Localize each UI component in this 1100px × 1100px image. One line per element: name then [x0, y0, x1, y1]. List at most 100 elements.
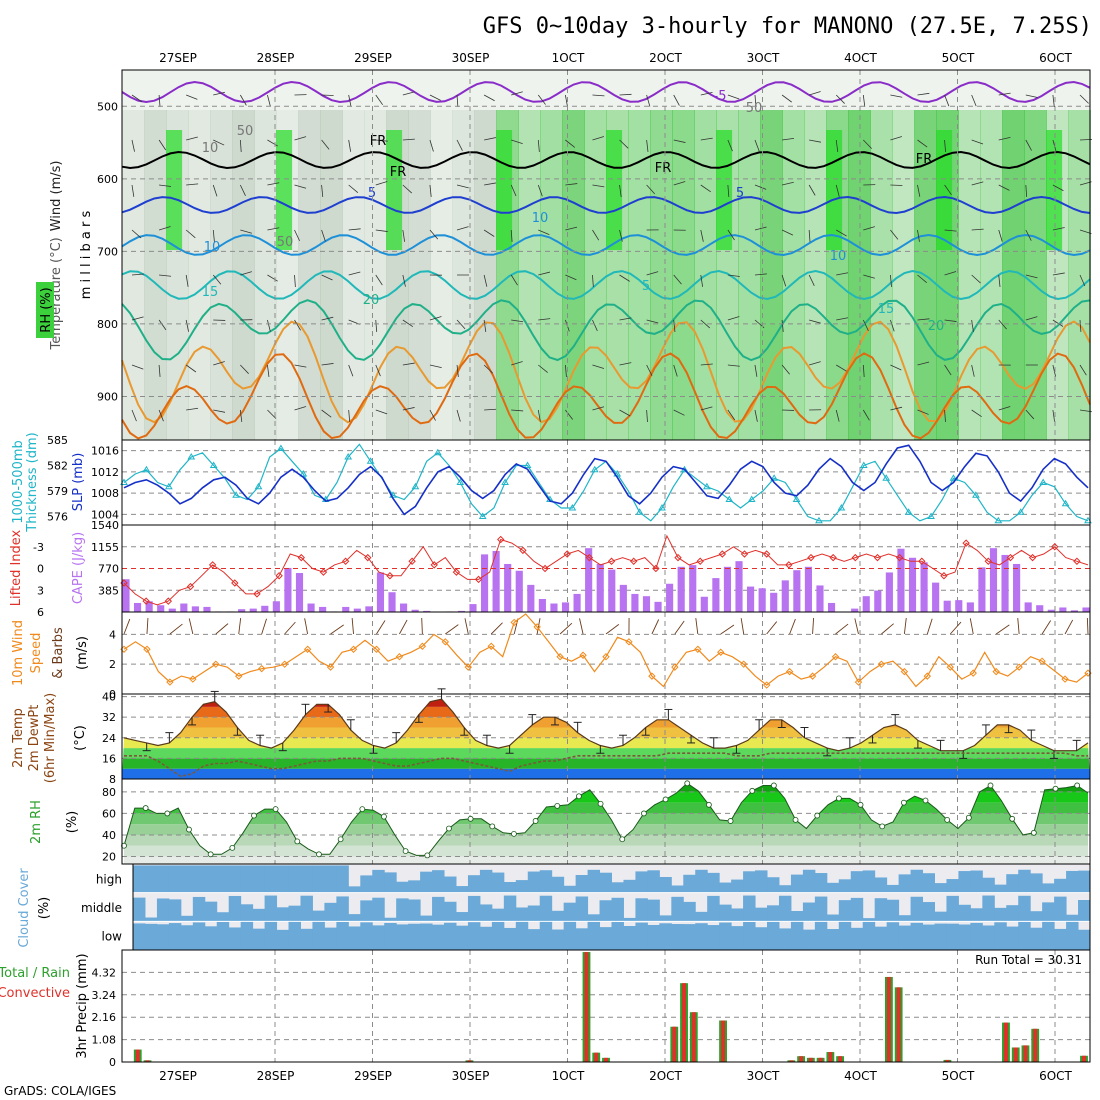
- rh-shading: [254, 110, 277, 440]
- side-label-temp: 2m Temp: [11, 708, 26, 768]
- cape-bar: [1059, 607, 1067, 612]
- cloud-bar: [707, 895, 720, 922]
- wind-barb: [944, 319, 957, 322]
- wind-barb: [429, 409, 436, 421]
- wind-speed-point: [762, 681, 771, 689]
- lifted-index-point: [541, 564, 549, 573]
- wind-barb: [808, 229, 811, 242]
- wind-barb: [158, 319, 167, 331]
- cloud-bar: [324, 902, 337, 922]
- wind-barb: [700, 229, 704, 242]
- wind-speed-point: [900, 667, 909, 676]
- wind-barb: [944, 229, 957, 232]
- precip-convective-bar: [691, 1012, 696, 1062]
- thickness-point: [994, 516, 1003, 524]
- temperature-contour: [121, 299, 1091, 362]
- wind-barb: [646, 184, 656, 195]
- y-tick-label: 16: [102, 752, 116, 765]
- temp-unit-group: (°C): [73, 725, 88, 751]
- wind-barb: [862, 409, 870, 421]
- wind-barb: [158, 94, 161, 107]
- cloud-bar: [144, 923, 158, 950]
- lifted-index-point: [762, 550, 771, 558]
- wind-barb: [727, 229, 735, 241]
- cloud-bar: [396, 924, 409, 950]
- wind-barb: [998, 184, 1010, 191]
- cape-bar: [1001, 554, 1009, 612]
- wind-barb: [239, 409, 243, 422]
- cloud-bar: [767, 905, 780, 922]
- wind-barb: [238, 618, 242, 635]
- rh-point: [1009, 815, 1016, 822]
- wind-barb: [158, 226, 171, 231]
- lifted-index-point: [585, 553, 594, 562]
- cape-bar: [457, 610, 465, 612]
- wind-barb: [782, 137, 794, 141]
- cloud-bar: [408, 923, 421, 950]
- cape-bar: [989, 548, 998, 612]
- cape-bar: [723, 566, 732, 612]
- wind-barb: [592, 136, 605, 141]
- cape-bar: [827, 602, 836, 612]
- date-label-bottom: 28SEP: [257, 1069, 295, 1083]
- wind-speed-point: [189, 675, 197, 683]
- lifted-index-point: [1028, 553, 1037, 562]
- wind-barb: [862, 364, 865, 377]
- cloud-layer-label: middle: [81, 901, 122, 915]
- wind-barb: [1079, 274, 1086, 287]
- wind-barb: [131, 139, 135, 152]
- wind-barb: [131, 94, 143, 103]
- wind-barb: [863, 274, 875, 279]
- side-label-wind-1: 10m Wind: [11, 620, 26, 686]
- rh-point: [1030, 829, 1037, 836]
- wind-barb: [646, 364, 653, 376]
- rh-point: [554, 802, 561, 809]
- cloud-bar: [1030, 911, 1043, 922]
- wind-barb: [510, 274, 518, 286]
- cloud-bar: [276, 865, 290, 893]
- wind-barb: [186, 183, 199, 186]
- cape-bar: [550, 603, 558, 612]
- cloud-bar: [719, 904, 732, 922]
- cloud-bar: [850, 927, 864, 950]
- date-label-top: 4OCT: [844, 51, 877, 65]
- rh-point: [619, 836, 626, 843]
- wind-barb: [131, 229, 142, 239]
- cape-bar: [862, 596, 870, 612]
- wind-barb: [1079, 94, 1089, 104]
- wind-barb: [375, 364, 381, 377]
- rh-point: [402, 848, 409, 854]
- wind-barb: [619, 274, 630, 282]
- wind-barb: [321, 316, 334, 321]
- wind-barb: [131, 184, 135, 197]
- wind-barb: [1025, 274, 1038, 279]
- cloud-bar: [778, 928, 792, 950]
- cape-bar: [677, 566, 685, 612]
- cloud-bar: [360, 875, 373, 893]
- contour-label: -5: [714, 89, 727, 104]
- wind-speed-point: [303, 645, 312, 653]
- cloud-bar: [934, 911, 947, 922]
- wind-barb: [971, 139, 984, 145]
- wind-barb: [294, 136, 307, 141]
- wind-speed-point: [648, 672, 656, 680]
- cape-bar: [203, 606, 211, 612]
- wind-barb: [781, 274, 787, 287]
- thickness-point: [1039, 478, 1048, 485]
- rh-band: [124, 834, 1088, 846]
- thickness-point: [658, 504, 666, 511]
- rh-shading: [562, 110, 585, 440]
- temperature-contour: [121, 150, 1091, 170]
- thickness-point: [927, 512, 935, 519]
- cloud-bar: [1018, 895, 1031, 922]
- y-axis-label: 3hr Precip (mm): [75, 953, 90, 1058]
- cloud-bar: [599, 927, 612, 950]
- cloud-bar: [874, 926, 888, 950]
- date-label-top: 5OCT: [942, 51, 975, 65]
- wind-barb: [429, 139, 434, 152]
- side-label-lifted-index: Lifted Index: [9, 529, 24, 606]
- lifted-index-point: [718, 550, 727, 558]
- cloud-bar: [695, 869, 708, 893]
- rh-shading: [364, 110, 387, 440]
- cloud-bar: [886, 884, 900, 893]
